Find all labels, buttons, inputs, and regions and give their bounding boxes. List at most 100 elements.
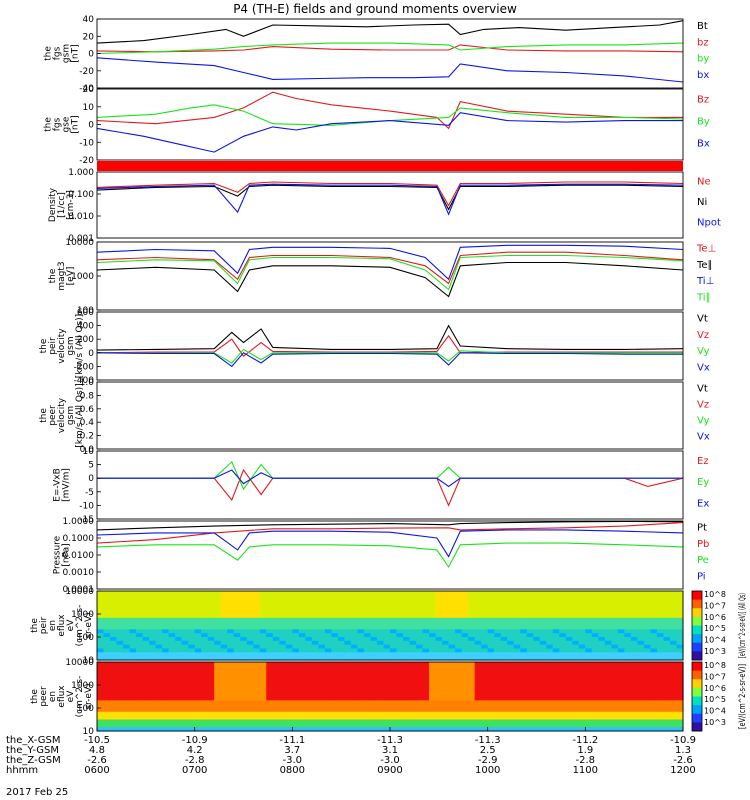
heatmap-cell	[546, 602, 554, 607]
heatmap-cell	[617, 621, 625, 627]
heatmap-cell	[246, 696, 254, 701]
series-line-Vx	[96, 352, 683, 368]
heatmap-cell	[591, 625, 599, 630]
heatmap-cell	[533, 640, 541, 646]
heatmap-cell	[363, 656, 372, 661]
heatmap-cell	[494, 656, 502, 661]
heatmap-cell	[233, 700, 241, 705]
heatmap-cell	[220, 685, 228, 690]
y-tick-label: 10	[83, 447, 95, 457]
heatmap-cell	[396, 629, 404, 634]
heatmap-cell	[494, 685, 502, 690]
heatmap-cell	[279, 617, 287, 623]
heatmap-cell	[292, 669, 300, 675]
heatmap-cell	[136, 696, 144, 701]
heatmap-cell	[507, 656, 515, 661]
y-axis-label: eflux	[57, 685, 67, 708]
heatmap-cell	[533, 719, 541, 724]
heatmap-cell	[390, 704, 398, 709]
heatmap-cell	[97, 633, 105, 638]
heatmap-cell	[129, 629, 137, 634]
heatmap-cell	[337, 602, 346, 607]
heatmap-cell	[279, 621, 287, 627]
heatmap-cell	[442, 665, 450, 671]
heatmap-cell	[676, 662, 684, 667]
heatmap-cell	[526, 648, 534, 653]
heatmap-cell	[110, 681, 118, 686]
y-axis-label: en	[48, 620, 58, 631]
heatmap-cell	[643, 700, 652, 705]
legend-Ti∥: Ti∥	[696, 292, 711, 303]
y-axis-label: Density	[48, 187, 58, 222]
heatmap-cell	[168, 602, 176, 607]
heatmap-cell	[207, 594, 215, 600]
heatmap-cell	[630, 591, 639, 596]
heatmap-cell	[565, 708, 573, 713]
heatmap-cell	[259, 723, 267, 728]
heatmap-cell	[500, 652, 508, 657]
heatmap-cell	[507, 665, 515, 671]
heatmap-cell	[390, 591, 398, 596]
heatmap-cell	[155, 723, 163, 728]
heatmap-cell	[136, 715, 144, 721]
heatmap-cell	[305, 669, 313, 675]
heatmap-cell	[422, 700, 430, 705]
heatmap-cell	[565, 629, 573, 634]
heatmap-cell	[487, 711, 495, 717]
heatmap-cell	[292, 594, 300, 600]
heatmap-cell	[350, 602, 359, 607]
heatmap-cell	[637, 700, 645, 705]
colorbar-swatch	[692, 651, 702, 661]
heatmap-cell	[507, 598, 515, 604]
heatmap-cell	[207, 665, 215, 671]
heatmap-cell	[253, 614, 261, 619]
heatmap-cell	[136, 708, 144, 713]
heatmap-cell	[624, 648, 632, 653]
heatmap-cell	[461, 708, 469, 713]
heatmap-cell	[305, 696, 313, 701]
heatmap-cell	[416, 656, 424, 661]
heatmap-cell	[129, 696, 137, 701]
x-axis-row-label: the_Z-GSM	[6, 755, 61, 766]
heatmap-cell	[637, 656, 645, 661]
heatmap-cell	[591, 621, 599, 627]
heatmap-cell	[481, 644, 489, 650]
heatmap-cell	[552, 692, 560, 698]
heatmap-cell	[383, 598, 391, 604]
heatmap-cell	[350, 621, 359, 627]
heatmap-cell	[494, 644, 502, 650]
heatmap-cell	[292, 606, 300, 611]
heatmap-cell	[604, 669, 612, 675]
heatmap-cell	[585, 606, 593, 611]
legend-Bt: Bt	[697, 21, 708, 32]
heatmap-cell	[448, 685, 456, 690]
heatmap-cell	[331, 625, 339, 630]
heatmap-cell	[246, 704, 254, 709]
heatmap-cell	[259, 629, 267, 634]
heatmap-cell	[285, 606, 293, 611]
heatmap-cell	[110, 704, 118, 709]
heatmap-cell	[246, 614, 254, 619]
heatmap-cell	[207, 681, 215, 686]
heatmap-cell	[194, 594, 202, 600]
heatmap-cell	[487, 685, 495, 690]
heatmap-cell	[552, 665, 560, 671]
heatmap-cell	[533, 673, 541, 678]
heatmap-cell	[591, 629, 599, 634]
heatmap-cell	[598, 637, 606, 642]
heatmap-cell	[376, 629, 385, 634]
heatmap-cell	[220, 723, 228, 728]
heatmap-cell	[624, 656, 632, 661]
heatmap-cell	[155, 700, 163, 705]
heatmap-cell	[175, 648, 183, 653]
y-axis-label: fgs	[53, 117, 63, 131]
heatmap-cell	[201, 715, 209, 721]
heatmap-cell	[272, 629, 280, 634]
date-label: 2017 Feb 25	[6, 787, 68, 798]
heatmap-cell	[246, 719, 254, 724]
heatmap-cell	[311, 598, 319, 604]
heatmap-cell	[220, 648, 228, 653]
heatmap-cell	[455, 652, 463, 657]
heatmap-cell	[676, 633, 684, 638]
heatmap-cell	[656, 625, 665, 630]
